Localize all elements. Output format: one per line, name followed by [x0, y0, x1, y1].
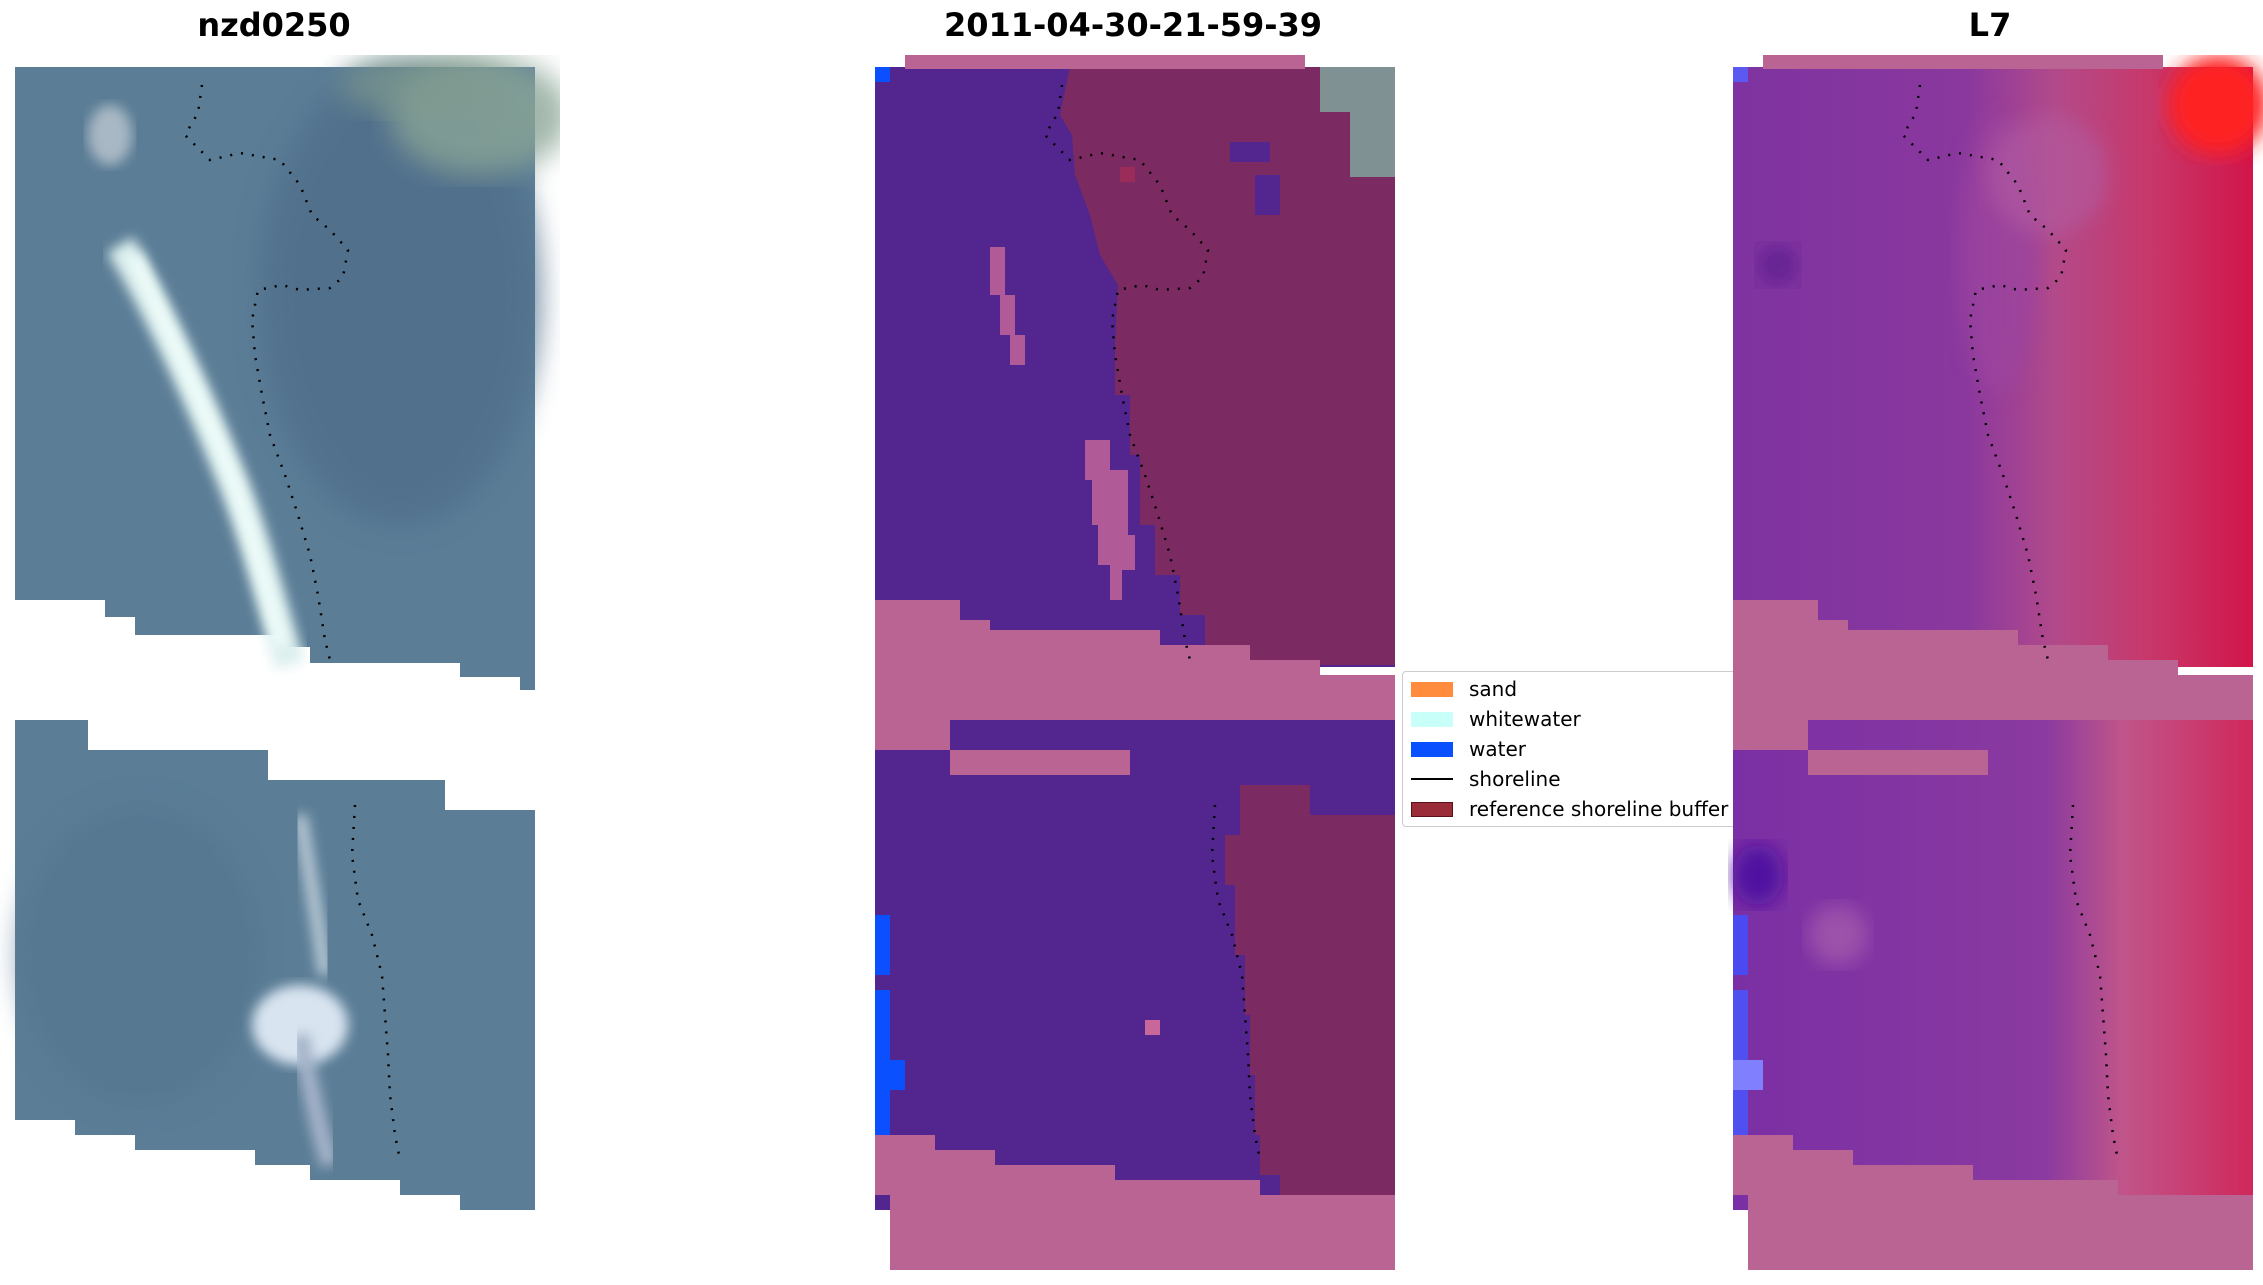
legend-label-reference-buffer: reference shoreline buffer	[1469, 797, 1729, 821]
shoreline-line-icon	[1411, 778, 1453, 780]
classified-top-buffer-strip	[905, 55, 1305, 69]
index-upper-tile	[1733, 55, 2263, 810]
legend-item-whitewater: whitewater	[1411, 705, 1581, 733]
legend-item-water: water	[1411, 735, 1526, 763]
reference-buffer-swatch	[1411, 801, 1453, 817]
rgb-upper-tile	[15, 55, 560, 690]
classified-upper-tile	[875, 67, 1395, 810]
legend-item-shoreline: shoreline	[1411, 765, 1561, 793]
whitewater-swatch	[1411, 711, 1453, 727]
legend-label-water: water	[1469, 737, 1526, 761]
index-panel	[1733, 55, 2263, 1270]
panel-title-classified: 2011-04-30-21-59-39	[943, 6, 1323, 44]
classified-lower-tile	[875, 720, 1395, 1270]
legend: sand whitewater water shoreline referenc…	[1402, 671, 1748, 827]
index-top-buffer-strip	[1763, 55, 2163, 69]
legend-label-sand: sand	[1469, 677, 1518, 701]
rgb-lower-tile	[15, 720, 535, 1210]
legend-item-sand: sand	[1411, 675, 1517, 703]
rgb-image-panel	[15, 55, 560, 1210]
water-swatch	[1411, 741, 1453, 757]
panel-title-index: L7	[1968, 6, 2012, 44]
legend-label-shoreline: shoreline	[1469, 767, 1561, 791]
index-lower-tile	[1733, 720, 2253, 1270]
legend-item-reference-buffer: reference shoreline buffer	[1411, 795, 1728, 823]
classified-panel	[875, 55, 1395, 1270]
legend-label-whitewater: whitewater	[1469, 707, 1581, 731]
sand-swatch	[1411, 681, 1453, 697]
panel-title-rgb: nzd0250	[197, 6, 351, 44]
